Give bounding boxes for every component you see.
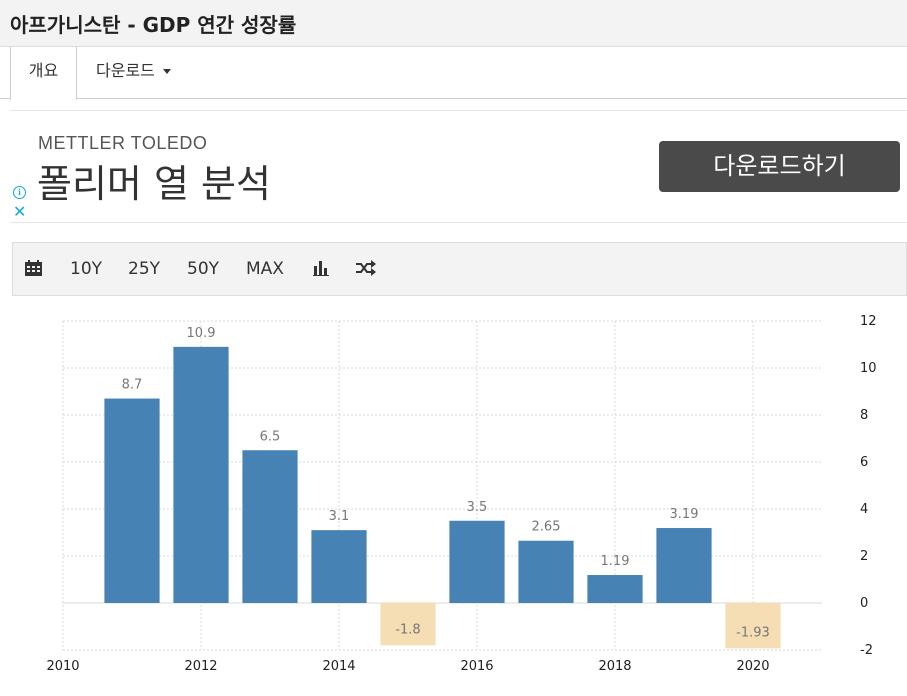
chart-bar bbox=[725, 603, 781, 649]
range-25y-button[interactable]: 25Y bbox=[128, 259, 161, 279]
ad-close-icon[interactable]: ✕ bbox=[13, 202, 27, 221]
title-bar: 아프가니스탄 - GDP 연간 성장률 bbox=[0, 0, 907, 47]
bar-value-label: 1.19 bbox=[601, 554, 630, 569]
bar-value-label: 3.1 bbox=[329, 509, 350, 524]
bar-value-label: 6.5 bbox=[260, 429, 281, 444]
y-tick-label: 6 bbox=[860, 455, 868, 470]
ad-headline: 폴리머 열 분석 bbox=[37, 162, 271, 206]
y-tick-label: 8 bbox=[860, 408, 868, 423]
bar-chart-icon[interactable] bbox=[313, 260, 330, 276]
x-tick-label: 2010 bbox=[46, 659, 79, 674]
gdp-growth-chart: 8.710.96.53.1-1.83.52.651.193.19-1.93 20… bbox=[46, 314, 877, 674]
bar-value-label: 3.5 bbox=[467, 500, 488, 515]
bar-value-label: 8.7 bbox=[122, 378, 143, 393]
chart-bar bbox=[380, 603, 436, 646]
chart-bar bbox=[242, 450, 298, 603]
x-tick-label: 2016 bbox=[460, 659, 493, 674]
chart-bar bbox=[173, 346, 229, 603]
bar-value-label: -1.8 bbox=[395, 622, 420, 637]
chart-toolbar: 10Y 25Y 50Y MAX bbox=[12, 242, 907, 296]
x-tick-label: 2020 bbox=[736, 659, 769, 674]
chart-bar bbox=[518, 540, 574, 603]
bar-value-label: 10.9 bbox=[187, 326, 216, 341]
ad-info-icon[interactable]: i bbox=[13, 186, 26, 199]
y-tick-label: -2 bbox=[860, 643, 873, 658]
y-tick-label: 2 bbox=[860, 549, 868, 564]
y-tick-label: 0 bbox=[860, 596, 868, 611]
bar-value-label: 3.19 bbox=[670, 507, 699, 522]
x-tick-label: 2018 bbox=[598, 659, 631, 674]
ad-banner[interactable]: METTLER TOLEDO 폴리머 열 분석 다운로드하기 i ✕ bbox=[10, 110, 907, 223]
range-50y-button[interactable]: 50Y bbox=[187, 259, 220, 279]
x-tick-label: 2014 bbox=[322, 659, 355, 674]
y-tick-label: 10 bbox=[860, 361, 877, 376]
tab-download[interactable]: 다운로드 bbox=[96, 47, 171, 99]
ad-download-button[interactable]: 다운로드하기 bbox=[659, 141, 900, 192]
tab-bar: 개요 다운로드 bbox=[0, 47, 907, 100]
chart-bar bbox=[656, 528, 712, 603]
page-title: 아프가니스탄 - GDP 연간 성장률 bbox=[10, 13, 297, 37]
tab-overview[interactable]: 개요 bbox=[10, 47, 77, 100]
chart-bar bbox=[104, 398, 160, 603]
shuffle-icon[interactable] bbox=[356, 260, 376, 276]
range-10y-button[interactable]: 10Y bbox=[70, 259, 103, 279]
caret-down-icon bbox=[162, 69, 171, 74]
tab-download-label: 다운로드 bbox=[96, 61, 155, 80]
x-tick-label: 2012 bbox=[184, 659, 217, 674]
bar-value-label: 2.65 bbox=[532, 520, 561, 535]
bar-value-label: -1.93 bbox=[736, 625, 770, 640]
y-tick-label: 12 bbox=[860, 314, 877, 329]
ad-brand-logo: METTLER TOLEDO bbox=[38, 133, 208, 153]
chart-bar bbox=[449, 520, 505, 603]
calendar-icon[interactable] bbox=[25, 260, 42, 276]
y-tick-label: 4 bbox=[860, 502, 868, 517]
chart-bar bbox=[311, 530, 367, 603]
chart-bar bbox=[587, 575, 643, 603]
range-max-button[interactable]: MAX bbox=[246, 259, 284, 279]
